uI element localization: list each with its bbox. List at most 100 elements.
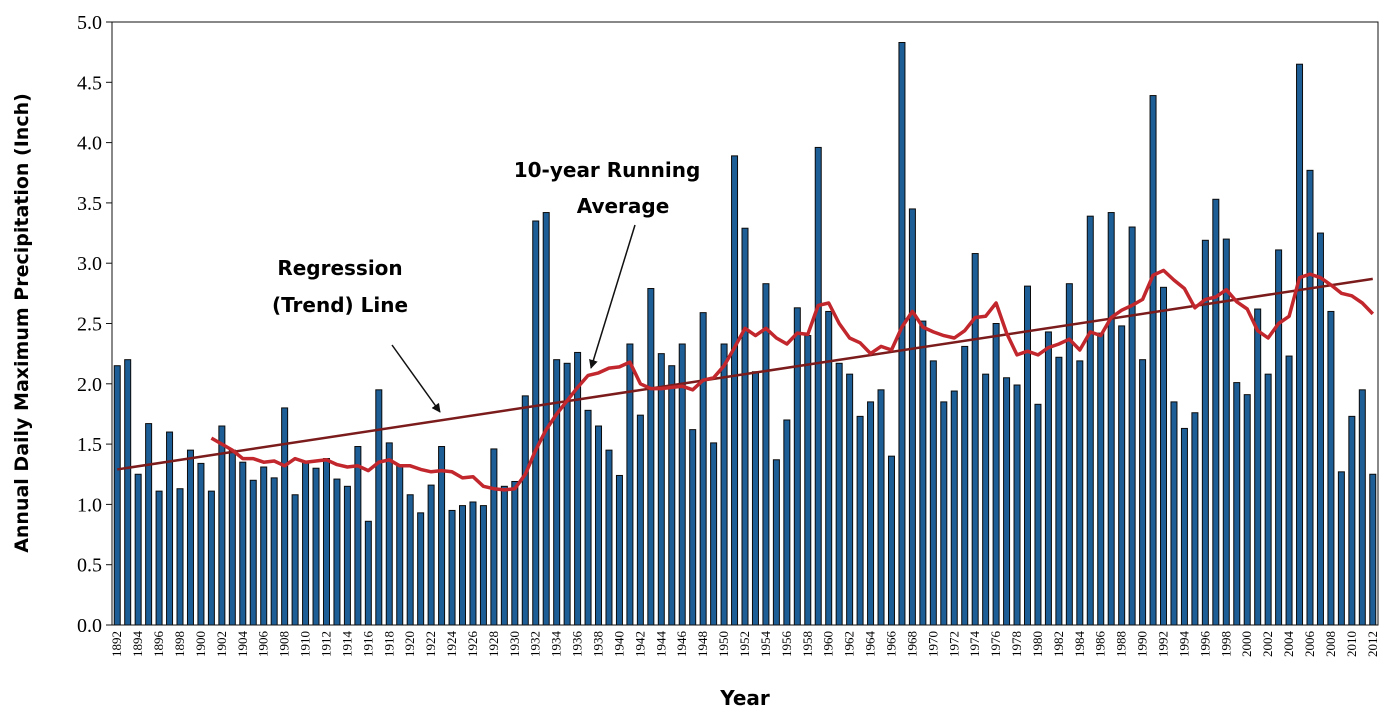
x-tick-label: 1984 bbox=[1072, 631, 1087, 658]
bar bbox=[1139, 359, 1147, 626]
bar bbox=[270, 477, 278, 626]
bar bbox=[1023, 285, 1031, 626]
x-tick-label: 1976 bbox=[988, 631, 1003, 658]
bar bbox=[438, 446, 446, 626]
bar bbox=[521, 395, 529, 626]
bar bbox=[1358, 389, 1366, 626]
x-tick-label: 1930 bbox=[507, 631, 522, 657]
x-tick-label: 1920 bbox=[402, 631, 417, 657]
bar bbox=[145, 423, 153, 626]
bar bbox=[1128, 226, 1136, 626]
bar bbox=[1149, 95, 1157, 626]
x-tick-label: 1970 bbox=[925, 631, 940, 657]
x-tick-label: 1932 bbox=[528, 631, 543, 657]
x-tick-label: 1924 bbox=[444, 631, 459, 658]
bar bbox=[940, 401, 948, 626]
bar bbox=[1044, 331, 1052, 626]
bar bbox=[490, 448, 498, 626]
bar bbox=[249, 479, 257, 626]
bar bbox=[668, 365, 676, 626]
bar bbox=[385, 442, 393, 626]
bar bbox=[553, 359, 561, 626]
bar bbox=[532, 220, 540, 626]
bar bbox=[856, 415, 864, 626]
bar bbox=[762, 283, 770, 626]
bar bbox=[1170, 401, 1178, 626]
bar bbox=[1086, 215, 1094, 626]
bar bbox=[731, 155, 739, 626]
bar bbox=[176, 488, 184, 626]
bar bbox=[396, 464, 404, 626]
y-tick-label: 5.0 bbox=[77, 12, 102, 34]
x-tick-label: 1954 bbox=[758, 631, 773, 658]
bar bbox=[887, 455, 895, 626]
x-tick-label: 1998 bbox=[1218, 631, 1233, 657]
x-tick-label: 1908 bbox=[277, 631, 292, 657]
bar bbox=[647, 288, 655, 626]
x-tick-label: 1898 bbox=[172, 631, 187, 657]
y-tick-label: 2.0 bbox=[77, 374, 102, 396]
bar bbox=[793, 307, 801, 626]
x-tick-label: 1990 bbox=[1135, 631, 1150, 657]
bar bbox=[636, 414, 644, 626]
bar bbox=[992, 323, 1000, 626]
bar bbox=[1107, 212, 1115, 626]
x-tick-label: 1914 bbox=[339, 631, 354, 658]
bar bbox=[971, 253, 979, 626]
bar bbox=[1306, 169, 1314, 626]
y-tick-label: 0.5 bbox=[77, 555, 102, 577]
bar bbox=[239, 461, 247, 626]
bar bbox=[689, 429, 697, 626]
bar bbox=[511, 480, 519, 626]
x-tick-label: 1946 bbox=[674, 631, 689, 658]
bar bbox=[343, 485, 351, 626]
x-tick-label: 1982 bbox=[1051, 631, 1066, 657]
y-tick-label: 3.5 bbox=[77, 193, 102, 215]
bar bbox=[741, 227, 749, 626]
x-tick-label: 1974 bbox=[967, 631, 982, 658]
bar bbox=[1243, 394, 1251, 626]
x-tick-label: 1894 bbox=[130, 631, 145, 658]
bar bbox=[375, 389, 383, 626]
bar bbox=[877, 389, 885, 626]
bar bbox=[479, 505, 487, 626]
bar bbox=[1222, 238, 1230, 626]
bar bbox=[1013, 384, 1021, 626]
plot-frame bbox=[111, 21, 1379, 626]
x-tick-label: 1900 bbox=[193, 631, 208, 657]
x-tick-label: 1902 bbox=[214, 631, 229, 657]
bar bbox=[1065, 283, 1073, 626]
x-tick-label: 1916 bbox=[360, 631, 375, 658]
bar bbox=[417, 512, 425, 626]
bar bbox=[574, 351, 582, 626]
annotation: 10-year Running bbox=[514, 158, 701, 182]
x-tick-label: 1942 bbox=[632, 631, 647, 657]
x-axis-label: Year bbox=[719, 686, 770, 710]
x-tick-label: 1994 bbox=[1176, 631, 1191, 658]
bar bbox=[720, 343, 728, 626]
bar bbox=[1097, 332, 1105, 626]
bar bbox=[1369, 473, 1377, 626]
bar bbox=[1212, 198, 1220, 626]
annotation-arrow bbox=[589, 224, 636, 369]
bar bbox=[1118, 325, 1126, 626]
bar bbox=[982, 373, 990, 626]
x-tick-label: 1988 bbox=[1114, 631, 1129, 657]
bar bbox=[1337, 471, 1345, 626]
x-tick-label: 1986 bbox=[1093, 631, 1108, 658]
x-tick-label: 1980 bbox=[1030, 631, 1045, 657]
bar bbox=[710, 442, 718, 626]
x-tick-label: 1996 bbox=[1197, 631, 1212, 658]
bar bbox=[186, 449, 194, 626]
bar bbox=[281, 407, 289, 626]
annotation-arrow bbox=[391, 344, 441, 413]
bar bbox=[908, 208, 916, 626]
bar bbox=[814, 146, 822, 626]
bar bbox=[427, 484, 435, 626]
bar bbox=[1327, 310, 1335, 626]
bar bbox=[197, 462, 205, 626]
bar bbox=[155, 490, 163, 626]
x-tick-label: 1968 bbox=[904, 631, 919, 657]
